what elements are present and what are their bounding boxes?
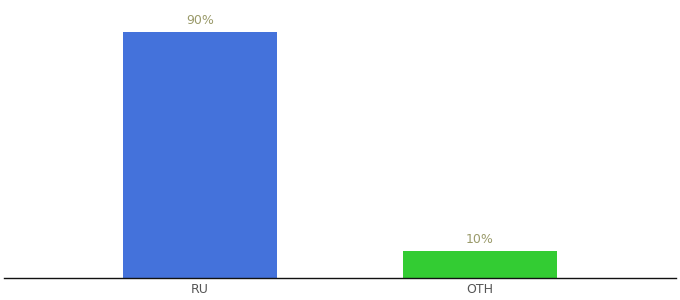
Text: 90%: 90% bbox=[186, 14, 214, 27]
Bar bbox=[403, 250, 557, 278]
Text: 10%: 10% bbox=[466, 233, 494, 247]
Bar bbox=[123, 32, 277, 278]
